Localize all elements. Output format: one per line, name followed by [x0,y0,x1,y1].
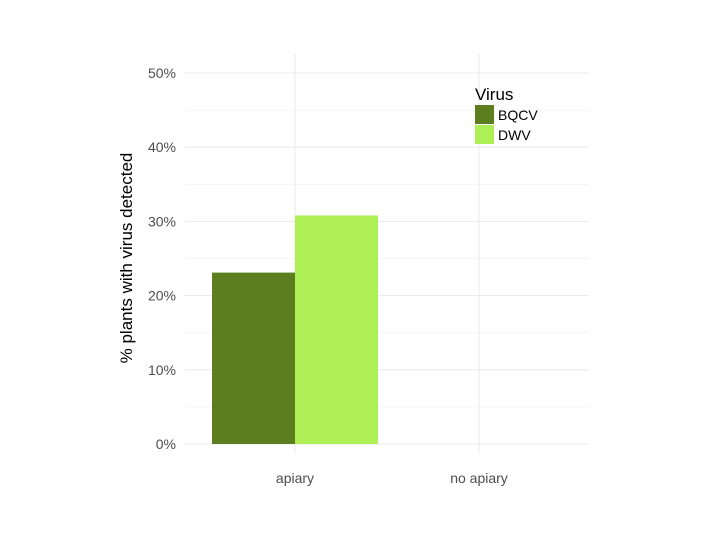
x-tick-label: apiary [276,470,314,486]
legend: Virus BQCV DWV [475,85,538,144]
y-axis-title: % plants with virus detected [117,153,136,364]
y-tick-label: 10% [148,362,176,378]
legend-label-dwv: DWV [498,127,531,143]
x-tick-label: no apiary [450,470,508,486]
y-tick-label: 30% [148,213,176,229]
y-tick-labels: 0% 10% 20% 30% 40% 50% [148,65,176,452]
bar-dwv-apiary [295,215,378,444]
x-tick-labels: apiary no apiary [276,470,508,486]
legend-key-dwv [475,125,494,144]
y-tick-label: 50% [148,65,176,81]
bar-bqcv-apiary [212,272,295,444]
y-tick-label: 40% [148,139,176,155]
legend-title: Virus [475,85,513,104]
legend-label-bqcv: BQCV [498,107,538,123]
y-tick-label: 20% [148,288,176,304]
y-tick-label: 0% [156,436,176,452]
bars [212,215,378,444]
legend-key-bqcv [475,105,494,124]
